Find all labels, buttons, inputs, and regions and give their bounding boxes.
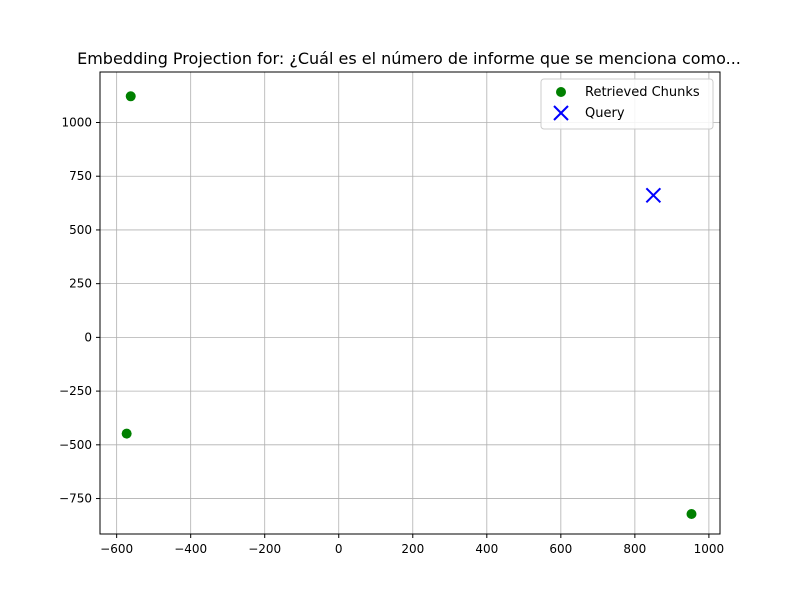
x-tick-label: 0 [335,542,343,556]
legend: Retrieved Chunks Query [540,78,714,130]
retrieved-chunks-point [686,509,697,520]
y-tick-label: −750 [59,492,92,506]
x-tick-label: −400 [174,542,207,556]
legend-query-label: Query [585,106,625,121]
chart-title: Embedding Projection for: ¿Cuál es el nú… [77,49,741,68]
x-tick-label: 600 [549,542,572,556]
x-tick-label: 400 [475,542,498,556]
axis-ticks: −600 −400 −200 0 200 400 600 800 1000 −750 −500 −25… [59,115,724,556]
y-tick-label: 250 [69,277,92,291]
grid [100,72,720,534]
retrieved-chunks-point [121,428,132,439]
y-tick-label: −500 [59,438,92,452]
x-tick-label: 1000 [694,542,725,556]
legend-query-marker-stroke [553,105,569,121]
legend-query-marker [553,105,569,121]
y-tick-label: −250 [59,384,92,398]
data-points [121,91,697,520]
y-tick-label: 1000 [61,115,92,129]
y-tick-label: 750 [69,169,92,183]
retrieved-chunks-point [125,91,136,102]
x-tick-label: −200 [248,542,281,556]
query-point-stroke [645,187,662,204]
y-tick-label: 0 [84,330,92,344]
legend-box [540,78,714,130]
legend-retrieved-chunks-label: Retrieved Chunks [585,85,700,100]
y-tick-label: 500 [69,223,92,237]
query-point [645,187,662,204]
x-tick-label: 200 [401,542,424,556]
plot-area-frame [99,71,721,535]
x-tick-label: −600 [100,542,133,556]
x-tick-label: 800 [623,542,646,556]
legend-retrieved-chunks-marker [556,87,566,97]
